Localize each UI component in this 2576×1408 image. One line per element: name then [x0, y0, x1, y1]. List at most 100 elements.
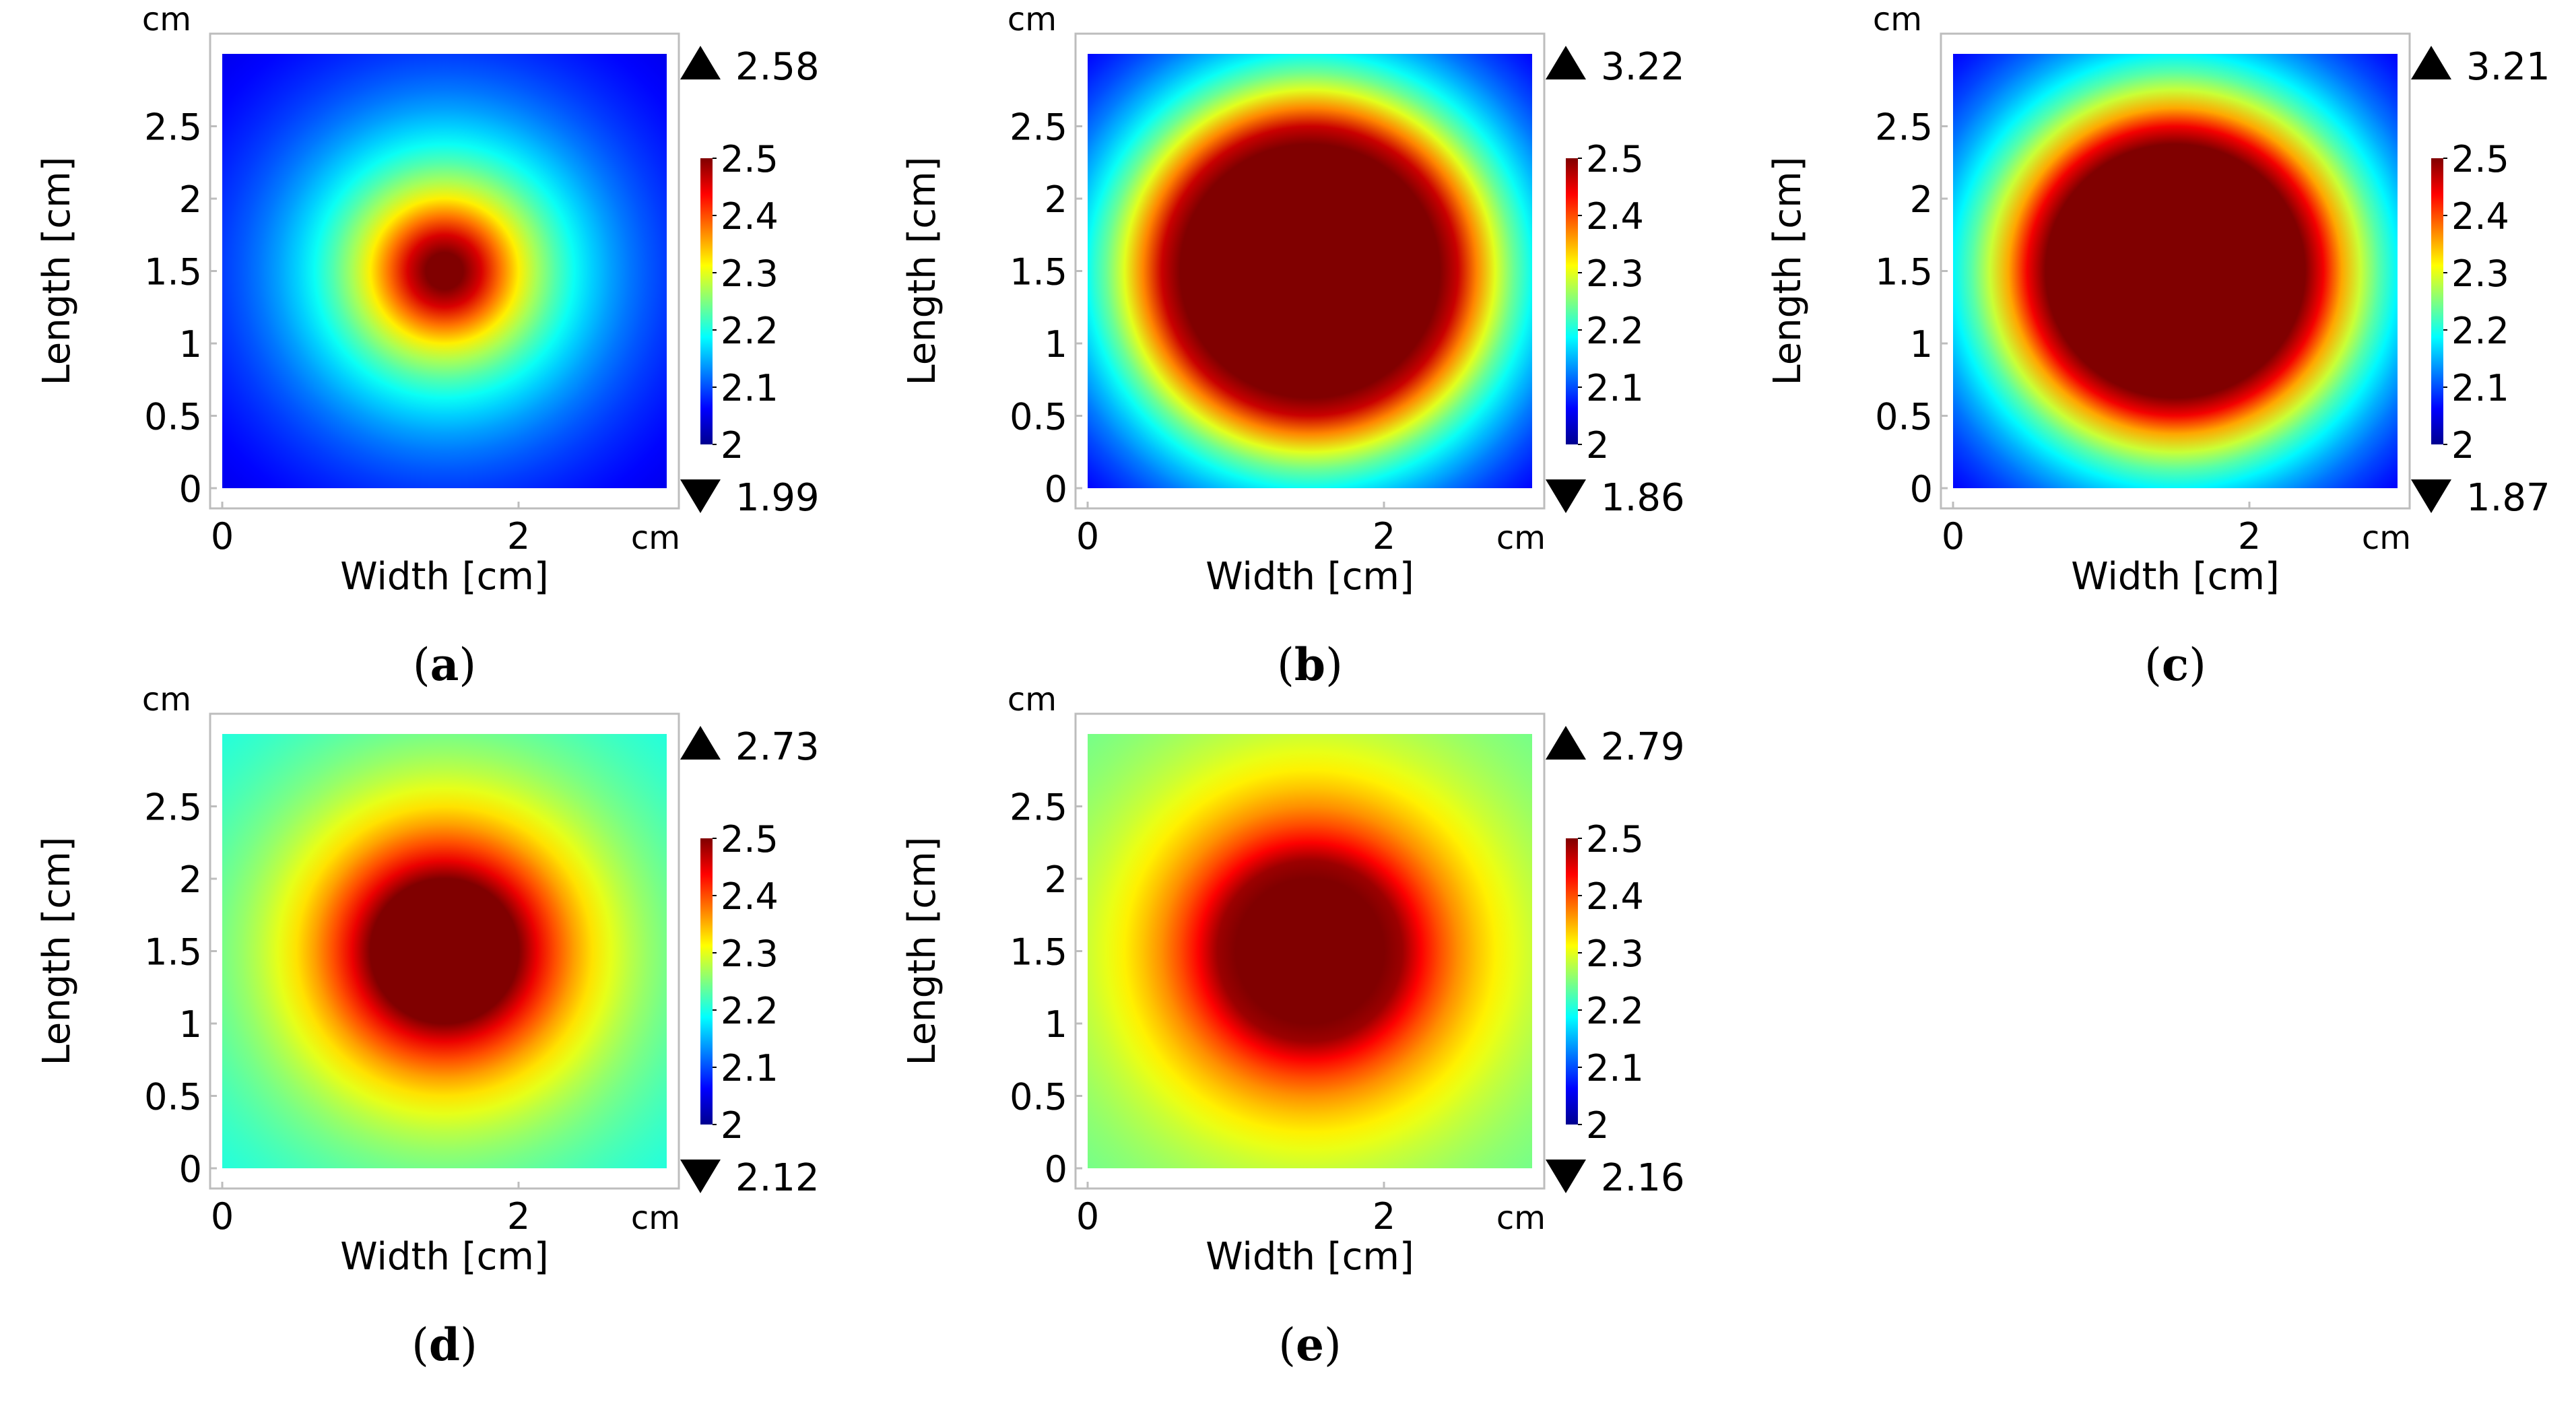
- panel-letter: c: [2162, 638, 2189, 691]
- colorbar-tick-label: 2: [721, 1104, 744, 1147]
- colorbar-tick-label: 2.2: [721, 990, 779, 1032]
- colorbar-tick-label: 2.4: [2451, 195, 2509, 238]
- x-unit-label: cm: [1496, 1199, 1546, 1237]
- y-tick-label: 2.5: [144, 106, 202, 149]
- y-tick-label: 1.5: [1010, 251, 1067, 294]
- y-tick-label: 2.5: [144, 786, 202, 829]
- y-tick-label: 2: [179, 178, 202, 221]
- colorbar-tick-label: 2.1: [1586, 367, 1644, 409]
- y-tick-label: 2.5: [1010, 786, 1067, 829]
- heatmap-surface: [222, 54, 667, 488]
- colorbar-tick-label: 2: [1586, 424, 1609, 467]
- y-tick-label: 2: [1045, 859, 1067, 901]
- min-value-label: 2.16: [1601, 1156, 1685, 1200]
- colorbar-tick-label: 2.3: [721, 933, 779, 975]
- min-triangle-icon: [1546, 479, 1586, 513]
- colorbar-tick-label: 2.5: [721, 138, 779, 180]
- colorbar-tick-label: 2.3: [721, 253, 779, 295]
- x-tick-label: 2: [507, 1195, 530, 1238]
- max-value-label: 3.22: [1601, 45, 1685, 89]
- panel-caption: (c): [2144, 638, 2206, 691]
- min-triangle-icon: [680, 1160, 721, 1193]
- y-tick-label: 0: [1910, 468, 1933, 510]
- colorbar-tick-label: 2.3: [1586, 253, 1644, 295]
- panel-letter: d: [429, 1318, 460, 1371]
- y-tick-label: 0.5: [1010, 1076, 1067, 1118]
- x-axis-title: Width [cm]: [1206, 555, 1414, 599]
- max-value-label: 2.79: [1601, 725, 1685, 769]
- colorbar-tick-label: 2.2: [1586, 310, 1644, 352]
- y-tick-label: 1.5: [144, 251, 202, 294]
- colorbar-tick-label: 2.3: [1586, 933, 1644, 975]
- heatmap-surface: [1088, 54, 1532, 488]
- y-unit-label: cm: [1008, 1, 1057, 38]
- max-value-label: 3.21: [2466, 45, 2550, 89]
- y-tick-label: 2: [1045, 178, 1067, 221]
- y-tick-label: 0.5: [144, 396, 202, 438]
- y-tick-label: 0: [179, 1148, 202, 1191]
- y-unit-label: cm: [142, 681, 191, 718]
- colorbar-tick-label: 2.1: [721, 367, 779, 409]
- x-axis-title: Width [cm]: [2071, 555, 2280, 599]
- y-tick-label: 1.5: [1875, 251, 1933, 294]
- colorbar-tick-label: 2.4: [1586, 195, 1644, 238]
- colorbar-tick-label: 2.2: [1586, 990, 1644, 1032]
- y-tick-label: 2: [1910, 178, 1933, 221]
- heatmap-surface: [1088, 734, 1532, 1168]
- colorbar-tick-label: 2.1: [2451, 367, 2509, 409]
- y-tick-label: 1: [1045, 323, 1067, 366]
- y-tick-label: 0.5: [144, 1076, 202, 1118]
- colorbar-tick-label: 2.2: [721, 310, 779, 352]
- max-value-label: 2.58: [735, 45, 820, 89]
- max-triangle-icon: [1546, 46, 1586, 79]
- y-tick-label: 2.5: [1010, 106, 1067, 149]
- colorbar-tick-label: 2.3: [2451, 253, 2509, 295]
- min-triangle-icon: [680, 479, 721, 513]
- panel-b: 0 0.5 1 1.5 2 2.5 0 2 cm cm Width [cm] Length [cm] 2…: [900, 1, 1685, 691]
- y-tick-label: 0.5: [1010, 396, 1067, 438]
- colorbar-tick-label: 2.5: [1586, 138, 1644, 180]
- min-value-label: 1.87: [2466, 476, 2550, 520]
- max-triangle-icon: [680, 726, 721, 760]
- x-tick-label: 2: [2238, 515, 2261, 558]
- y-unit-label: cm: [142, 1, 191, 38]
- y-axis-title: Length [cm]: [35, 837, 79, 1066]
- colorbar-tick-label: 2: [1586, 1104, 1609, 1147]
- panel-caption: (d): [411, 1318, 477, 1371]
- panel-caption: (b): [1277, 638, 1343, 691]
- colorbar-tick-label: 2.4: [721, 875, 779, 918]
- x-axis-title: Width [cm]: [1206, 1235, 1414, 1279]
- panel-caption: (e): [1278, 1318, 1342, 1371]
- panel-a: 0 0.5 1 1.5 2 2.5 0 2 cm cm Width [cm] Length [cm] 2…: [35, 1, 820, 691]
- colorbar-tick-label: 2: [2451, 424, 2474, 467]
- y-axis-title: Length [cm]: [900, 837, 944, 1066]
- colorbar-tick-label: 2.5: [2451, 138, 2509, 180]
- y-unit-label: cm: [1873, 1, 1922, 38]
- max-value-label: 2.73: [735, 725, 820, 769]
- panel-letter: a: [430, 638, 459, 691]
- x-tick-label: 0: [211, 1195, 234, 1238]
- x-tick-label: 0: [1076, 1195, 1099, 1238]
- min-triangle-icon: [2411, 479, 2451, 513]
- panel-caption: (a): [413, 638, 476, 691]
- y-tick-label: 1: [179, 1003, 202, 1046]
- y-axis-title: Length [cm]: [1766, 157, 1810, 386]
- panel-d: 0 0.5 1 1.5 2 2.5 0 2 cm cm Width [cm] Length [cm] 2…: [35, 681, 820, 1371]
- y-tick-label: 1: [1910, 323, 1933, 366]
- x-unit-label: cm: [631, 519, 680, 557]
- colorbar-tick-label: 2.4: [1586, 875, 1644, 918]
- max-triangle-icon: [680, 46, 721, 79]
- colorbar-tick-label: 2.4: [721, 195, 779, 238]
- y-tick-label: 2: [179, 859, 202, 901]
- min-value-label: 2.12: [735, 1156, 820, 1200]
- heatmap-surface: [1953, 54, 2398, 488]
- colorbar-tick-label: 2.5: [1586, 818, 1644, 861]
- colorbar: [1566, 838, 1578, 1125]
- heatmap-surface: [222, 734, 667, 1168]
- y-tick-label: 0: [1045, 468, 1067, 510]
- y-axis-title: Length [cm]: [35, 157, 79, 386]
- y-tick-label: 1.5: [144, 931, 202, 974]
- x-tick-label: 2: [1373, 1195, 1395, 1238]
- x-unit-label: cm: [2362, 519, 2411, 557]
